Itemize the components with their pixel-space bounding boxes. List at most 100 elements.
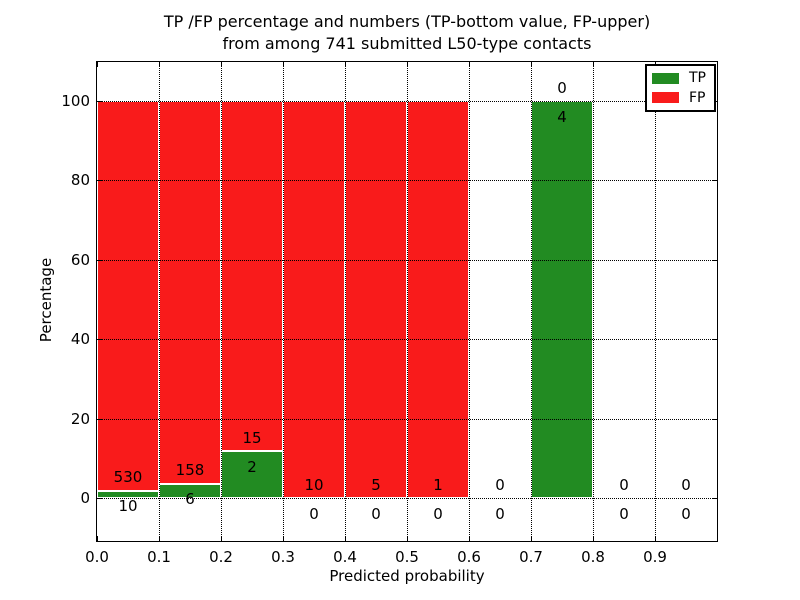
y-tick-label-0: 0 bbox=[80, 489, 90, 507]
y-tick-label-60: 60 bbox=[70, 250, 90, 269]
tp-bar-bin-2 bbox=[221, 451, 283, 498]
fp-bar-bin-4 bbox=[345, 101, 407, 498]
legend-label-tp: TP bbox=[689, 70, 706, 87]
x-tick-label-0.2: 0.2 bbox=[209, 548, 233, 566]
chart-title: TP /FP percentage and numbers (TP-bottom… bbox=[96, 11, 718, 55]
fp-count-bin-0: 530 bbox=[113, 468, 143, 487]
legend-box: TP FP bbox=[645, 64, 716, 112]
tp-count-bin-2: 2 bbox=[247, 457, 257, 476]
vertical-gridline bbox=[158, 62, 160, 541]
fp-count-bin-2: 15 bbox=[242, 428, 262, 447]
x-tick-top bbox=[469, 62, 470, 67]
horizontal-gridline bbox=[97, 418, 717, 420]
x-tick-label-0.6: 0.6 bbox=[457, 548, 481, 566]
x-tick-label-0.8: 0.8 bbox=[581, 548, 605, 566]
tp-count-bin-0: 10 bbox=[118, 497, 138, 516]
horizontal-gridline bbox=[97, 101, 717, 102]
y-tick-left bbox=[97, 418, 102, 420]
fp-count-bin-3: 10 bbox=[304, 475, 324, 494]
y-tick-right bbox=[712, 498, 717, 499]
fp-count-bin-4: 5 bbox=[371, 475, 381, 494]
tp-count-bin-1: 6 bbox=[185, 490, 195, 508]
y-tick-label-40: 40 bbox=[70, 330, 90, 349]
tp-count-bin-8: 0 bbox=[619, 504, 629, 523]
x-tick-top bbox=[97, 62, 98, 67]
vertical-gridline bbox=[530, 62, 532, 541]
fp-count-bin-9: 0 bbox=[681, 475, 691, 494]
x-tick-bottom bbox=[655, 536, 656, 541]
y-tick-left bbox=[97, 101, 102, 102]
x-tick-bottom bbox=[593, 536, 594, 541]
fp-bar-bin-5 bbox=[407, 101, 469, 498]
fp-count-bin-5: 1 bbox=[433, 475, 443, 494]
y-tick-right bbox=[712, 180, 717, 182]
y-tick-label-20: 20 bbox=[70, 409, 90, 428]
plot-area: TP FP 530 10 158 6 15 2 10 0 5 0 1 0 0 0 0 4 0 0 0 0 bbox=[96, 61, 718, 542]
legend-item-tp: TP bbox=[652, 71, 709, 85]
chart-title-line2: from among 741 submitted L50-type contac… bbox=[222, 34, 592, 53]
x-tick-bottom bbox=[345, 536, 346, 541]
fp-count-bin-1: 158 bbox=[175, 461, 205, 479]
x-tick-label-0.5: 0.5 bbox=[395, 548, 419, 566]
x-tick-bottom bbox=[221, 536, 222, 541]
horizontal-gridline bbox=[97, 498, 717, 499]
tp-count-bin-6: 0 bbox=[495, 504, 505, 523]
x-tick-top bbox=[407, 62, 408, 67]
tp-count-bin-7: 4 bbox=[557, 107, 567, 126]
tp-bar-bin-7 bbox=[531, 101, 593, 498]
y-tick-right bbox=[712, 339, 717, 341]
x-tick-top bbox=[593, 62, 594, 67]
fp-bar-bin-3 bbox=[283, 101, 345, 498]
x-tick-label-0.4: 0.4 bbox=[333, 548, 357, 566]
y-tick-right bbox=[712, 259, 717, 261]
legend-label-fp: FP bbox=[689, 89, 706, 106]
x-tick-top bbox=[345, 62, 346, 67]
tp-count-bin-9: 0 bbox=[681, 504, 691, 523]
y-tick-left bbox=[97, 259, 102, 261]
x-axis-label: Predicted probability bbox=[329, 567, 485, 585]
fp-color-swatch bbox=[652, 92, 679, 104]
x-tick-label-0.1: 0.1 bbox=[147, 548, 171, 566]
fp-bar-bin-2 bbox=[221, 101, 283, 452]
y-tick-right bbox=[712, 418, 717, 420]
y-tick-label-80: 80 bbox=[70, 171, 90, 190]
tp-count-bin-5: 0 bbox=[433, 504, 443, 523]
x-tick-bottom bbox=[283, 536, 284, 541]
tp-count-bin-3: 0 bbox=[309, 504, 319, 523]
x-tick-top bbox=[531, 62, 532, 67]
fp-count-bin-6: 0 bbox=[495, 475, 505, 494]
x-tick-bottom bbox=[97, 536, 98, 541]
vertical-gridline bbox=[344, 62, 346, 541]
x-tick-bottom bbox=[531, 536, 532, 541]
y-tick-left bbox=[97, 498, 102, 499]
fp-count-bin-8: 0 bbox=[619, 475, 629, 494]
horizontal-gridline bbox=[97, 259, 717, 261]
fp-count-bin-7: 0 bbox=[557, 78, 567, 97]
vertical-gridline bbox=[592, 62, 594, 541]
x-tick-top bbox=[283, 62, 284, 67]
vertical-gridline bbox=[282, 62, 284, 541]
x-tick-top bbox=[159, 62, 160, 67]
chart-title-line1: TP /FP percentage and numbers (TP-bottom… bbox=[163, 12, 651, 31]
x-tick-label-0.3: 0.3 bbox=[271, 548, 295, 566]
x-tick-bottom bbox=[159, 536, 160, 541]
fp-bar-bin-1 bbox=[159, 101, 221, 484]
vertical-gridline bbox=[406, 62, 408, 541]
vertical-gridline bbox=[220, 62, 222, 541]
x-tick-bottom bbox=[469, 536, 470, 541]
tp-count-bin-4: 0 bbox=[371, 504, 381, 523]
fp-bar-bin-0 bbox=[97, 101, 159, 491]
y-tick-label-100: 100 bbox=[61, 92, 90, 110]
vertical-gridline bbox=[654, 62, 656, 541]
tp-color-swatch bbox=[652, 72, 679, 84]
x-tick-label-0.9: 0.9 bbox=[643, 548, 667, 566]
vertical-gridline bbox=[468, 62, 470, 541]
x-tick-bottom bbox=[407, 536, 408, 541]
horizontal-gridline bbox=[97, 339, 717, 341]
x-tick-label-0.7: 0.7 bbox=[519, 548, 543, 566]
y-tick-left bbox=[97, 180, 102, 182]
x-tick-top bbox=[221, 62, 222, 67]
x-tick-label-0.0: 0.0 bbox=[85, 548, 109, 566]
y-tick-left bbox=[97, 339, 102, 341]
